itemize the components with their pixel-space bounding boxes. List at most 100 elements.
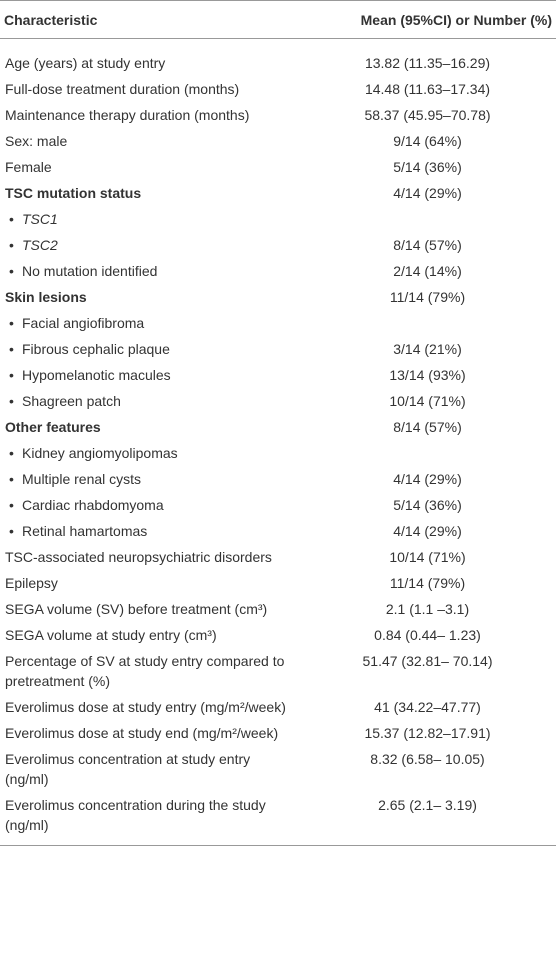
bullet-item: Multiple renal cysts	[22, 471, 142, 487]
characteristic-cell: Sex: male	[0, 128, 298, 154]
value-cell: 3/14 (21%)	[393, 341, 462, 357]
characteristic-cell: Full-dose treatment duration (months)	[0, 76, 298, 102]
table-row: TSC-associated neuropsychiatric disorder…	[0, 544, 556, 570]
characteristic: Maintenance therapy duration (months)	[5, 107, 250, 123]
characteristic-cell: Other features	[0, 414, 298, 440]
header-cell: Characteristic	[0, 0, 298, 39]
value-cell: 4/14 (29%)	[393, 185, 462, 201]
characteristic-cell: Everolimus dose at study end (mg/m²/week…	[0, 720, 298, 746]
characteristic: SEGA volume (SV) before treatment (cm³)	[5, 601, 268, 617]
value-cell: 8/14 (57%)	[393, 237, 462, 253]
characteristic-cell: Epilepsy	[0, 570, 298, 596]
table-row: Fibrous cephalic plaque 3/14 (21%)	[0, 336, 556, 362]
value-cell: 4/14 (29%)	[393, 523, 462, 539]
characteristic-cell: Fibrous cephalic plaque	[0, 336, 298, 362]
characteristic-cell: SEGA volume (SV) before treatment (cm³)	[0, 596, 298, 622]
table-row: Skin lesions 11/14 (79%)	[0, 284, 556, 310]
bullet-item: Shagreen patch	[22, 393, 121, 409]
table-row: Everolimus concentration at study entry …	[0, 746, 556, 792]
bullet-item: TSC2	[22, 237, 58, 253]
table-row: Age (years) at study entry 13.82 (11.35–1…	[0, 39, 556, 77]
table-row: Shagreen patch 10/14 (71%)	[0, 388, 556, 414]
characteristic: Epilepsy	[5, 575, 58, 591]
table-row: Sex: male 9/14 (64%)	[0, 128, 556, 154]
table-body: Age (years) at study entry 13.82 (11.35–1…	[0, 39, 556, 846]
table-row: TSC mutation status 4/14 (29%)	[0, 180, 556, 206]
bullet-item: Kidney angiomyolipomas	[22, 445, 178, 461]
characteristic-cell: Age (years) at study entry	[0, 39, 298, 77]
table-row: Female 5/14 (36%)	[0, 154, 556, 180]
characteristic: Sex: male	[5, 133, 68, 149]
value-cell: 9/14 (64%)	[393, 133, 462, 149]
value-cell: 8/14 (57%)	[393, 419, 462, 435]
table-header: Characteristic Mean (95%CI) or Number (%…	[0, 0, 556, 39]
data-table: Characteristic Mean (95%CI) or Number (%…	[0, 0, 556, 846]
value-cell: 41 (34.22–47.77)	[374, 699, 481, 715]
bullet-item: Retinal hamartomas	[22, 523, 148, 539]
characteristic-cell: TSC2	[0, 232, 298, 258]
table-row: Maintenance therapy duration (months) 58.…	[0, 102, 556, 128]
table-row: Everolimus dose at study entry (mg/m²/we…	[0, 694, 556, 720]
characteristic-cell: TSC-associated neuropsychiatric disorder…	[0, 544, 298, 570]
table-row: Hypomelanotic macules 13/14 (93%)	[0, 362, 556, 388]
table-row: Percentage of SV at study entry compared…	[0, 648, 556, 694]
header-row: Characteristic Mean (95%CI) or Number (%…	[0, 0, 556, 39]
characteristic: Everolimus concentration during the stud…	[5, 797, 266, 833]
value-cell	[298, 440, 556, 466]
characteristic: Other features	[5, 419, 101, 435]
characteristic: Everolimus dose at study end (mg/m²/week…	[5, 725, 279, 741]
bullet-item: TSC1	[22, 211, 58, 227]
table-row: Retinal hamartomas 4/14 (29%)	[0, 518, 556, 544]
value-cell	[298, 206, 556, 232]
table-row: Everolimus concentration during the stud…	[0, 792, 556, 846]
characteristic-cell: Skin lesions	[0, 284, 298, 310]
characteristic: TSC-associated neuropsychiatric disorder…	[5, 549, 272, 565]
characteristic-cell: Everolimus concentration at study entry …	[0, 746, 298, 792]
table-row: No mutation identified 2/14 (14%)	[0, 258, 556, 284]
table-row: Kidney angiomyolipomas	[0, 440, 556, 466]
characteristic-cell: Retinal hamartomas	[0, 518, 298, 544]
table-row: Full-dose treatment duration (months) 14.…	[0, 76, 556, 102]
value-cell: 8.32 (6.58– 10.05)	[370, 751, 485, 767]
header-cell: Mean (95%CI) or Number (%)	[298, 0, 556, 39]
characteristic: Skin lesions	[5, 289, 87, 305]
characteristic: Female	[5, 159, 52, 175]
characteristic: TSC mutation status	[5, 185, 142, 201]
characteristic-cell: Kidney angiomyolipomas	[0, 440, 298, 466]
value-cell: 58.37 (45.95–70.78)	[364, 107, 491, 123]
table-row: TSC1	[0, 206, 556, 232]
characteristic: SEGA volume at study entry (cm³)	[5, 627, 217, 643]
table-row: Other features 8/14 (57%)	[0, 414, 556, 440]
value-cell: 4/14 (29%)	[393, 471, 462, 487]
table-row: Facial angiofibroma	[0, 310, 556, 336]
value-cell: 13.82 (11.35–16.29)	[364, 55, 491, 71]
table-row: TSC2 8/14 (57%)	[0, 232, 556, 258]
characteristic-cell: Everolimus concentration during the stud…	[0, 792, 298, 846]
characteristic-cell: Cardiac rhabdomyoma	[0, 492, 298, 518]
characteristic-cell: Maintenance therapy duration (months)	[0, 102, 298, 128]
value-cell: 5/14 (36%)	[393, 159, 462, 175]
table-row: Cardiac rhabdomyoma 5/14 (36%)	[0, 492, 556, 518]
table-row: Epilepsy 11/14 (79%)	[0, 570, 556, 596]
characteristic-cell: Facial angiofibroma	[0, 310, 298, 336]
table-row: SEGA volume (SV) before treatment (cm³) 2…	[0, 596, 556, 622]
value-cell: 2.1 (1.1 –3.1)	[385, 601, 470, 617]
value-cell: 10/14 (71%)	[389, 393, 466, 409]
table-row: Multiple renal cysts 4/14 (29%)	[0, 466, 556, 492]
value-cell: 2/14 (14%)	[393, 263, 462, 279]
characteristic-cell: Female	[0, 154, 298, 180]
characteristic-cell: Percentage of SV at study entry compared…	[0, 648, 298, 694]
characteristic-cell: No mutation identified	[0, 258, 298, 284]
bullet-item: Facial angiofibroma	[22, 315, 145, 331]
characteristic-cell: SEGA volume at study entry (cm³)	[0, 622, 298, 648]
table-row: Everolimus dose at study end (mg/m²/week…	[0, 720, 556, 746]
value-cell: 13/14 (93%)	[389, 367, 466, 383]
value-cell: 51.47 (32.81– 70.14)	[362, 653, 493, 669]
characteristic: Full-dose treatment duration (months)	[5, 81, 240, 97]
table-row: SEGA volume at study entry (cm³) 0.84 (0.…	[0, 622, 556, 648]
value-cell: 14.48 (11.63–17.34)	[364, 81, 491, 97]
value-cell: 5/14 (36%)	[393, 497, 462, 513]
characteristic-cell: Everolimus dose at study entry (mg/m²/we…	[0, 694, 298, 720]
characteristic-cell: Shagreen patch	[0, 388, 298, 414]
